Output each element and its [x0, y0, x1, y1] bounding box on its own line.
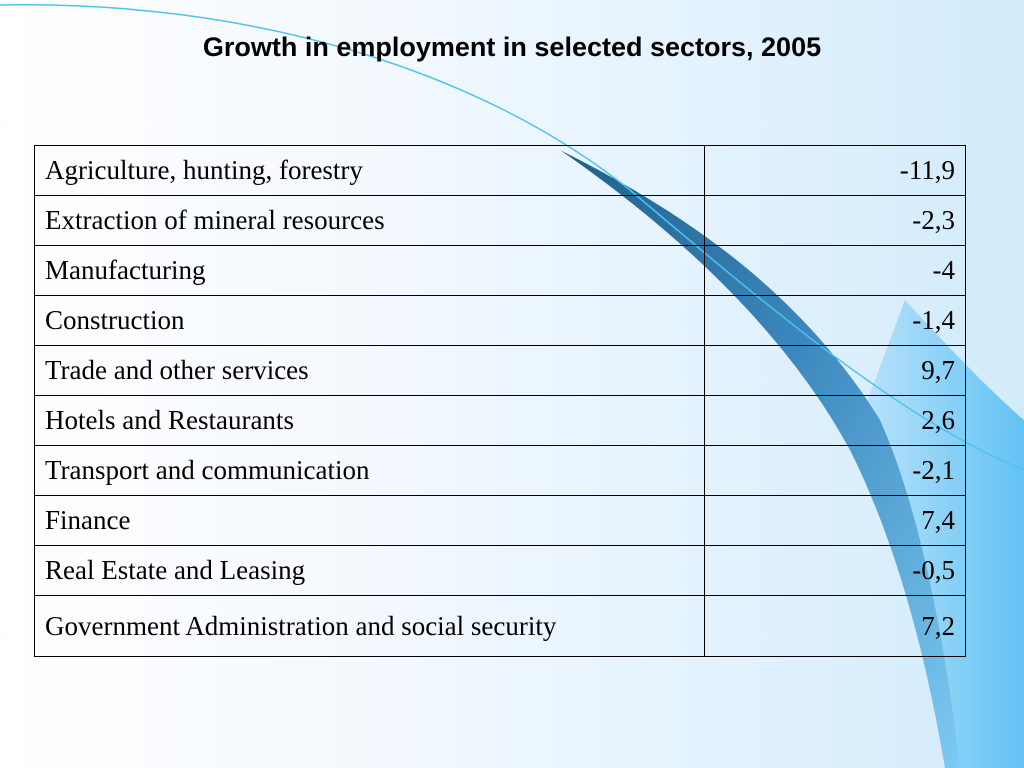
sector-cell: Finance — [34, 495, 705, 546]
sector-cell: Hotels and Restaurants — [34, 395, 705, 446]
table-row: Extraction of mineral resources -2,3 — [34, 195, 966, 246]
sector-cell: Transport and communication — [34, 445, 705, 496]
growth-value-cell: 7,4 — [704, 495, 966, 546]
sector-cell: Manufacturing — [34, 245, 705, 296]
growth-value-cell: -2,1 — [704, 445, 966, 496]
table-row: Real Estate and Leasing -0,5 — [34, 545, 966, 596]
table-row: Manufacturing -4 — [34, 245, 966, 296]
sector-cell: Construction — [34, 295, 705, 346]
table-row: Government Administration and social sec… — [34, 595, 966, 657]
sector-cell: Trade and other services — [34, 345, 705, 396]
table-row: Construction -1,4 — [34, 295, 966, 346]
growth-value-cell: -0,5 — [704, 545, 966, 596]
growth-value-cell: 2,6 — [704, 395, 966, 446]
table-row: Agriculture, hunting, forestry -11,9 — [34, 145, 966, 196]
table-row: Finance 7,4 — [34, 495, 966, 546]
growth-value-cell: 9,7 — [704, 345, 966, 396]
sector-cell: Agriculture, hunting, forestry — [34, 145, 705, 196]
growth-value-cell: -11,9 — [704, 145, 966, 196]
growth-value-cell: -2,3 — [704, 195, 966, 246]
growth-value-cell: 7,2 — [704, 595, 966, 657]
page-title: Growth in employment in selected sectors… — [202, 32, 822, 62]
table-row: Trade and other services 9,7 — [34, 345, 966, 396]
employment-growth-table: Agriculture, hunting, forestry -11,9 Ext… — [34, 145, 966, 657]
growth-value-cell: -1,4 — [704, 295, 966, 346]
sector-cell: Extraction of mineral resources — [34, 195, 705, 246]
table-row: Transport and communication -2,1 — [34, 445, 966, 496]
growth-value-cell: -4 — [704, 245, 966, 296]
table-row: Hotels and Restaurants 2,6 — [34, 395, 966, 446]
sector-cell: Government Administration and social sec… — [34, 595, 705, 657]
sector-cell: Real Estate and Leasing — [34, 545, 705, 596]
